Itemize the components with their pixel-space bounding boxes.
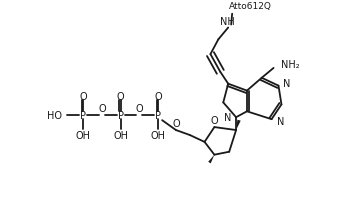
Text: OH: OH (151, 130, 166, 140)
Text: OH: OH (113, 130, 128, 140)
Text: P: P (118, 111, 124, 121)
Text: O: O (98, 104, 106, 114)
Text: O: O (211, 116, 218, 126)
Text: HO: HO (47, 111, 61, 121)
Polygon shape (208, 155, 214, 164)
Text: N: N (283, 78, 291, 88)
Text: O: O (80, 91, 87, 101)
Text: P: P (80, 111, 86, 121)
Text: NH₂: NH₂ (282, 60, 300, 70)
Text: N: N (224, 113, 231, 123)
Text: Atto612Q: Atto612Q (228, 2, 271, 11)
Text: O: O (117, 91, 125, 101)
Polygon shape (236, 120, 241, 130)
Text: OH: OH (76, 130, 91, 140)
Text: O: O (135, 104, 143, 114)
Text: O: O (154, 91, 162, 101)
Text: P: P (155, 111, 161, 121)
Text: O: O (172, 119, 180, 129)
Text: N: N (276, 117, 284, 126)
Text: NH: NH (220, 17, 235, 27)
